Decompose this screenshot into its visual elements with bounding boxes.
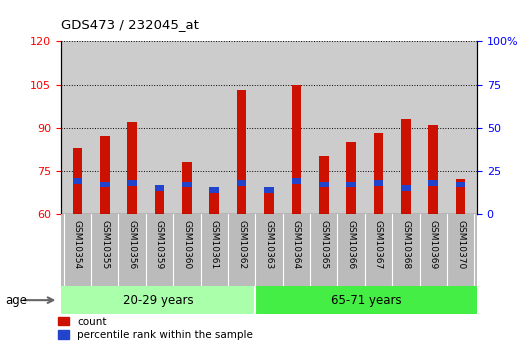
Bar: [319, 156, 329, 214]
Bar: [155, 188, 164, 214]
Bar: [237, 90, 246, 214]
Text: GSM10360: GSM10360: [182, 220, 191, 269]
Bar: [292, 178, 301, 184]
Bar: [237, 180, 246, 186]
Bar: [182, 182, 192, 187]
Bar: [255, 286, 477, 314]
Bar: [61, 214, 477, 286]
Text: GSM10363: GSM10363: [264, 220, 273, 269]
Bar: [401, 185, 411, 191]
Bar: [264, 187, 274, 193]
Bar: [61, 286, 255, 314]
Bar: [401, 119, 411, 214]
Bar: [456, 182, 465, 187]
Bar: [100, 182, 110, 187]
Text: GSM10361: GSM10361: [210, 220, 219, 269]
Text: GSM10362: GSM10362: [237, 220, 246, 269]
Text: GSM10370: GSM10370: [456, 220, 465, 269]
Bar: [428, 180, 438, 186]
Bar: [264, 191, 274, 214]
Bar: [73, 148, 82, 214]
Bar: [456, 179, 465, 214]
Bar: [346, 142, 356, 214]
Bar: [346, 182, 356, 187]
Bar: [100, 136, 110, 214]
Bar: [374, 180, 383, 186]
Text: GSM10364: GSM10364: [292, 220, 301, 269]
Text: GSM10369: GSM10369: [429, 220, 438, 269]
Text: GSM10366: GSM10366: [347, 220, 356, 269]
Text: GSM10354: GSM10354: [73, 220, 82, 269]
Text: GSM10356: GSM10356: [128, 220, 137, 269]
Bar: [374, 134, 383, 214]
Text: GDS473 / 232045_at: GDS473 / 232045_at: [61, 18, 199, 31]
Bar: [73, 178, 82, 184]
Text: GSM10355: GSM10355: [100, 220, 109, 269]
Text: GSM10365: GSM10365: [319, 220, 328, 269]
Text: 20-29 years: 20-29 years: [123, 294, 193, 307]
Text: 65-71 years: 65-71 years: [331, 294, 401, 307]
Bar: [182, 162, 192, 214]
Bar: [127, 122, 137, 214]
Bar: [155, 185, 164, 191]
Bar: [319, 182, 329, 187]
Text: GSM10368: GSM10368: [401, 220, 410, 269]
Bar: [209, 187, 219, 193]
Text: age: age: [5, 294, 28, 307]
Bar: [292, 85, 301, 214]
Bar: [209, 188, 219, 214]
Legend: count, percentile rank within the sample: count, percentile rank within the sample: [58, 317, 253, 340]
Text: GSM10367: GSM10367: [374, 220, 383, 269]
Bar: [428, 125, 438, 214]
Bar: [127, 180, 137, 186]
Text: GSM10359: GSM10359: [155, 220, 164, 269]
